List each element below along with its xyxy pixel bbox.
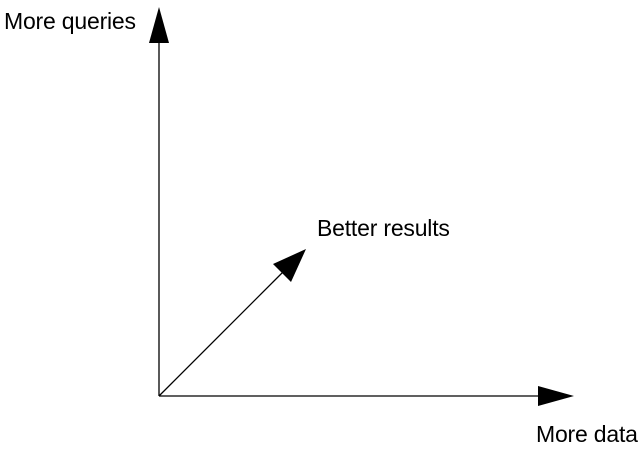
diagonal-arrowhead (273, 249, 306, 282)
diagonal-arrow-line (158, 267, 288, 397)
y-axis-arrowhead (149, 7, 169, 43)
x-axis-label: More data (536, 421, 638, 447)
diagonal-arrow-label: Better results (317, 215, 450, 241)
x-axis-arrowhead (538, 386, 574, 406)
y-axis-label: More queries (4, 8, 136, 34)
